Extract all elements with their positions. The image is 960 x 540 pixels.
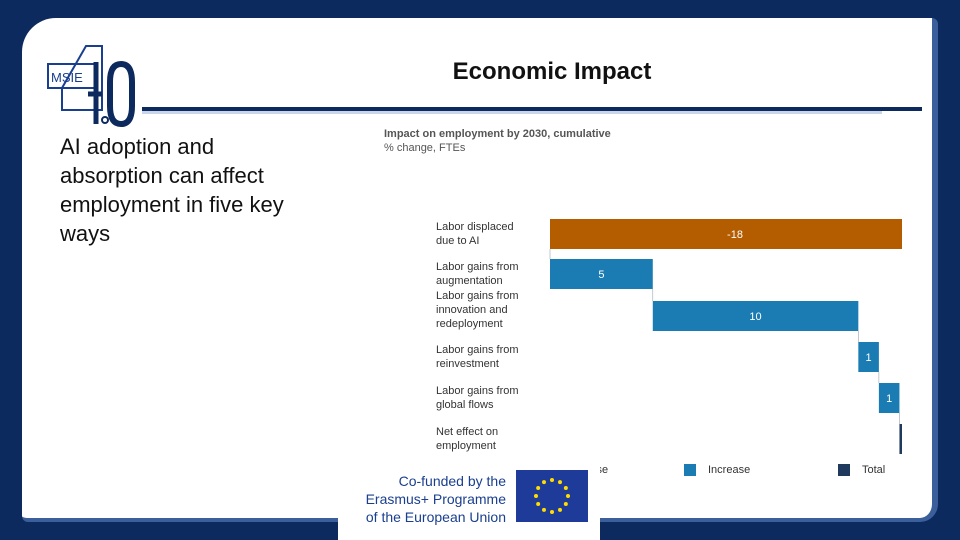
slide: MSIE Economic Impact AI adoption and abs… — [22, 18, 938, 522]
category-label-5: Net effect on employment — [436, 426, 499, 452]
bar-1 — [550, 259, 653, 289]
category-label-3: Labor gains from reinvestment — [436, 344, 519, 370]
value-label-4: 1 — [886, 393, 892, 405]
funding-line: of the European Union — [365, 509, 506, 525]
chart-plot: -18510111 — [549, 219, 902, 454]
title-divider — [142, 107, 922, 111]
value-label-3: 1 — [866, 352, 872, 364]
chart-subtitle: % change, FTEs — [384, 142, 466, 154]
slide-title: Economic Impact — [452, 58, 652, 85]
legend-label: Total — [862, 464, 886, 476]
bar-5 — [899, 424, 902, 454]
msie-logo-icon: MSIE — [47, 45, 135, 128]
value-label-2: 10 — [749, 311, 761, 323]
bar-4 — [878, 383, 900, 413]
category-label-4: Labor gains from global flows — [436, 385, 519, 411]
chart-title: Impact on employment by 2030, cumulative — [384, 128, 611, 140]
legend-swatch — [838, 464, 850, 477]
funding-line: Co-funded by the — [398, 473, 506, 489]
logo-text: MSIE — [51, 70, 83, 85]
erasmus-footer: Co-funded by the Erasmus+ Programme of t… — [338, 462, 600, 540]
bar-2 — [652, 301, 859, 331]
eu-flag-icon — [516, 470, 588, 522]
category-label-2: Labor gains from innovation and redeployme… — [436, 290, 519, 330]
bar-0 — [550, 219, 902, 249]
category-label-1: Labor gains from augmentation — [436, 261, 519, 287]
funding-line: Erasmus+ Programme — [365, 491, 506, 507]
legend-item-total: Total — [838, 464, 886, 477]
value-label-0: -18 — [727, 229, 743, 241]
bar-3 — [858, 342, 879, 372]
legend-item-increase: Increase — [684, 464, 751, 477]
legend-label: Increase — [708, 464, 751, 476]
funding-text: Co-funded by the Erasmus+ Programme of t… — [348, 472, 506, 526]
body-text: AI adoption and absorption can affect em… — [60, 134, 284, 246]
legend-swatch — [684, 464, 696, 477]
value-label-1: 5 — [598, 269, 604, 281]
title-divider-accent — [142, 111, 882, 114]
waterfall-chart: Impact on employment by 2030, cumulative… — [362, 126, 902, 486]
category-label-0: Labor displaced due to AI — [436, 221, 514, 247]
